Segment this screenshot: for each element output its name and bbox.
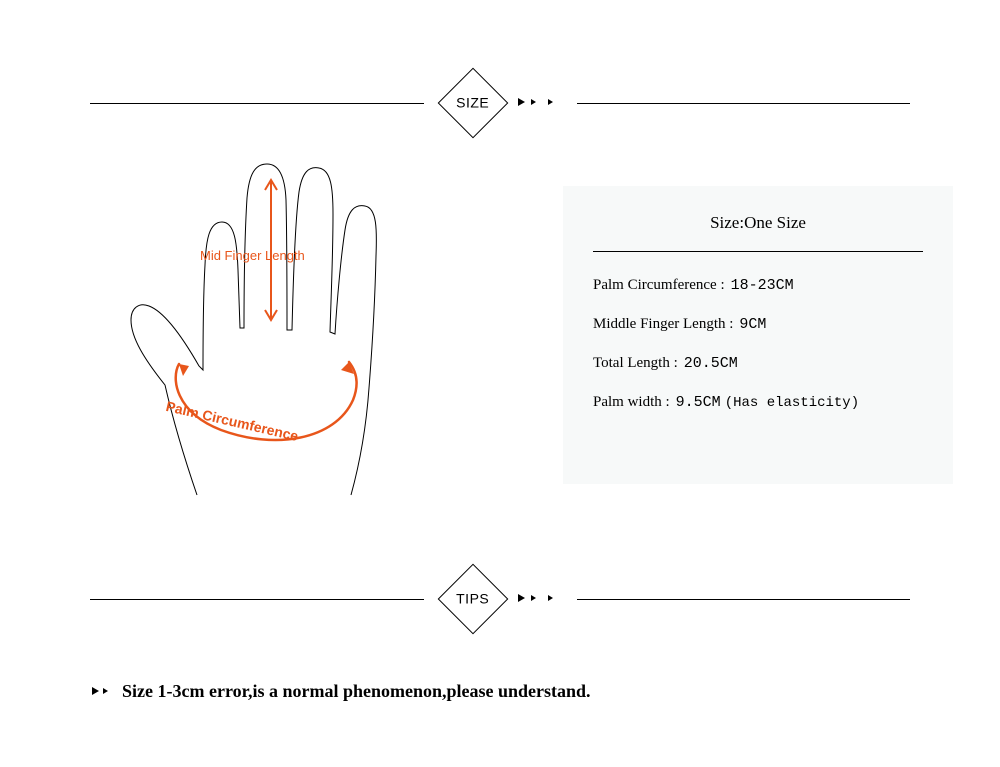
arrow-icon	[518, 98, 525, 106]
spec-label: Palm Circumference :	[593, 278, 725, 293]
spec-label: Total Length :	[593, 356, 678, 371]
arrow-icon	[518, 594, 525, 602]
hand-outline	[131, 164, 376, 495]
arrow-icon	[548, 595, 553, 601]
spec-row: Middle Finger Length : 9CM	[593, 317, 923, 332]
size-panel: Size:One Size Palm Circumference : 18-23…	[563, 186, 953, 484]
divider-arrows	[518, 594, 559, 602]
arrow-icon	[548, 99, 553, 105]
mid-finger-length-label: Mid Finger Length	[200, 248, 305, 263]
divider-arrows	[518, 98, 559, 106]
spec-note: (Has elasticity)	[725, 396, 859, 410]
spec-row: Total Length : 20.5CM	[593, 356, 923, 371]
tips-row: Size 1-3cm error,is a normal phenomenon,…	[92, 682, 591, 700]
spec-value: 18-23CM	[731, 278, 794, 293]
spec-value: 20.5CM	[684, 356, 738, 371]
divider-line-left	[90, 103, 424, 104]
size-heading: SIZE	[456, 95, 489, 111]
size-divider: SIZE	[0, 78, 1000, 128]
divider-line-right	[577, 599, 911, 600]
divider-line-left	[90, 599, 424, 600]
bullet-arrow-icon	[92, 687, 99, 695]
spec-row: Palm width : 9.5CM (Has elasticity)	[593, 395, 923, 410]
arrow-icon	[531, 99, 536, 105]
tips-heading: TIPS	[456, 591, 489, 607]
bullet-arrow-icon	[103, 688, 108, 694]
size-diamond: SIZE	[437, 68, 508, 139]
tips-diamond: TIPS	[437, 564, 508, 635]
spec-label: Middle Finger Length :	[593, 317, 733, 332]
spec-value: 9CM	[739, 317, 766, 332]
tips-divider: TIPS	[0, 574, 1000, 624]
spec-label: Palm width :	[593, 395, 670, 410]
arrow-icon	[531, 595, 536, 601]
divider-line-right	[577, 103, 911, 104]
spec-value: 9.5CM	[676, 395, 721, 410]
spec-row: Palm Circumference : 18-23CM	[593, 278, 923, 293]
size-panel-title: Size:One Size	[593, 214, 923, 252]
hand-diagram	[125, 160, 455, 500]
tips-text: Size 1-3cm error,is a normal phenomenon,…	[122, 682, 591, 700]
